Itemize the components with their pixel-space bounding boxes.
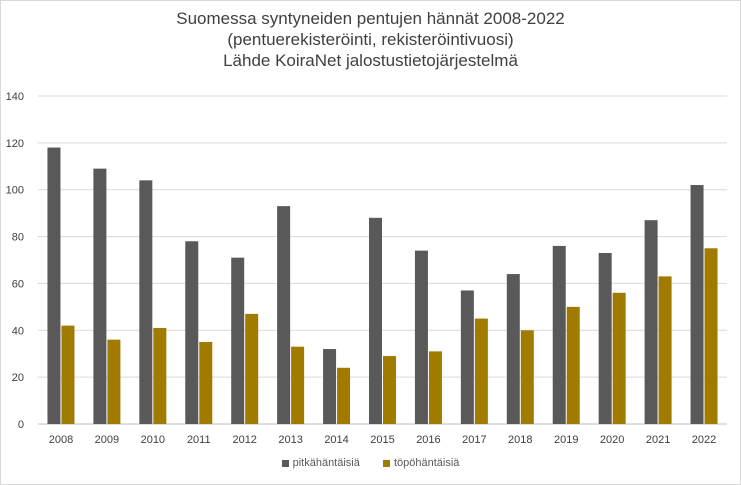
bar-topohantaisia: [61, 325, 75, 424]
bar-pitkahantaisia: [460, 290, 474, 424]
legend-item-topohantaisia: töpöhäntäisiä: [382, 457, 460, 469]
y-tick-label: 0: [18, 419, 24, 431]
bar-pitkahantaisia: [47, 147, 61, 425]
bar-topohantaisia: [428, 351, 442, 424]
bar-topohantaisia: [337, 367, 351, 424]
bar-pitkahantaisia: [277, 206, 291, 424]
bar-pitkahantaisia: [552, 245, 566, 424]
chart-title-line-3: Lähde KoiraNet jalostustietojärjestelmä: [223, 51, 518, 70]
legend-label-topohantaisia: töpöhäntäisiä: [393, 457, 460, 469]
x-tick-label: 2014: [324, 434, 348, 446]
x-tick-label: 2020: [600, 434, 624, 446]
y-tick-label: 60: [12, 278, 24, 290]
x-tick-label: 2013: [278, 434, 302, 446]
x-tick-label: 2010: [141, 434, 165, 446]
bar-topohantaisia: [520, 330, 534, 424]
bar-pitkahantaisia: [644, 220, 658, 424]
chart-title: Suomessa syntyneiden pentujen hännät 200…: [0, 8, 741, 71]
x-tick-label: 2015: [370, 434, 394, 446]
legend-swatch-topohantaisia: [382, 459, 390, 467]
y-tick-label: 100: [6, 185, 24, 197]
x-tick-label: 2017: [462, 434, 486, 446]
bar-topohantaisia: [245, 313, 259, 424]
y-tick-label: 140: [6, 91, 24, 103]
legend: pitkähäntäisiä töpöhäntäisiä: [0, 457, 741, 470]
x-tick-label: 2021: [646, 434, 670, 446]
bar-topohantaisia: [658, 276, 672, 424]
bar-topohantaisia: [474, 318, 488, 424]
x-tick-label: 2022: [692, 434, 716, 446]
bar-topohantaisia: [107, 339, 121, 424]
legend-item-pitkahantaisia: pitkähäntäisiä: [281, 457, 360, 469]
bar-topohantaisia: [291, 346, 305, 424]
bar-pitkahantaisia: [231, 257, 245, 424]
x-tick-label: 2018: [508, 434, 532, 446]
bar-pitkahantaisia: [598, 252, 612, 424]
x-tick-label: 2011: [187, 434, 211, 446]
y-tick-label: 80: [12, 232, 24, 244]
bar-topohantaisia: [153, 327, 167, 424]
x-tick-label: 2012: [232, 434, 256, 446]
y-tick-label: 20: [12, 372, 24, 384]
bar-topohantaisia: [566, 306, 580, 424]
bar-pitkahantaisia: [185, 241, 199, 424]
chart-title-line-1: Suomessa syntyneiden pentujen hännät 200…: [176, 9, 565, 28]
bar-topohantaisia: [199, 342, 213, 424]
y-tick-label: 120: [6, 138, 24, 150]
bar-pitkahantaisia: [414, 250, 428, 424]
legend-swatch-pitkahantaisia: [281, 459, 289, 467]
bar-topohantaisia: [704, 248, 718, 424]
x-tick-label: 2008: [49, 434, 73, 446]
x-tick-label: 2019: [554, 434, 578, 446]
x-tick-label: 2009: [95, 434, 119, 446]
bar-topohantaisia: [612, 292, 626, 424]
x-tick-label: 2016: [416, 434, 440, 446]
bar-pitkahantaisia: [690, 185, 704, 424]
bar-pitkahantaisia: [139, 180, 153, 424]
bar-topohantaisia: [383, 356, 396, 424]
legend-label-pitkahantaisia: pitkähäntäisiä: [292, 457, 360, 469]
bar-pitkahantaisia: [93, 168, 107, 424]
bar-pitkahantaisia: [506, 274, 520, 424]
chart-title-line-2: (pentuerekisteröinti, rekisteröintivuosi…: [227, 30, 514, 49]
bar-pitkahantaisia: [323, 349, 337, 424]
y-tick-label: 40: [12, 325, 24, 337]
bar-pitkahantaisia: [369, 217, 382, 424]
